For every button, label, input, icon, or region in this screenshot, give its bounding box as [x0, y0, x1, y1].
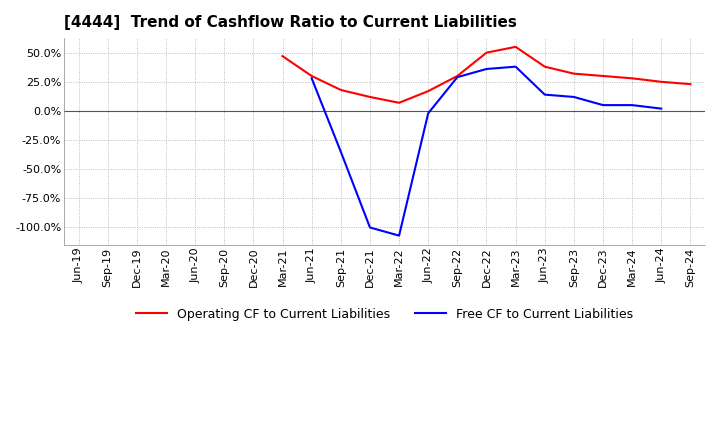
Free CF to Current Liabilities: [599, 103, 608, 108]
Operating CF to Current Liabilities: [511, 44, 520, 49]
Free CF to Current Liabilities: [307, 76, 316, 81]
Line: Free CF to Current Liabilities: Free CF to Current Liabilities: [312, 67, 661, 236]
Operating CF to Current Liabilities: [307, 73, 316, 79]
Operating CF to Current Liabilities: [599, 73, 608, 79]
Free CF to Current Liabilities: [511, 64, 520, 70]
Free CF to Current Liabilities: [628, 103, 636, 108]
Line: Operating CF to Current Liabilities: Operating CF to Current Liabilities: [282, 47, 690, 103]
Operating CF to Current Liabilities: [628, 76, 636, 81]
Free CF to Current Liabilities: [570, 94, 578, 99]
Free CF to Current Liabilities: [482, 66, 491, 72]
Operating CF to Current Liabilities: [482, 50, 491, 55]
Operating CF to Current Liabilities: [453, 73, 462, 79]
Operating CF to Current Liabilities: [278, 54, 287, 59]
Legend: Operating CF to Current Liabilities, Free CF to Current Liabilities: Operating CF to Current Liabilities, Fre…: [130, 303, 639, 326]
Free CF to Current Liabilities: [395, 233, 403, 238]
Free CF to Current Liabilities: [366, 225, 374, 230]
Operating CF to Current Liabilities: [570, 71, 578, 76]
Free CF to Current Liabilities: [424, 110, 433, 116]
Free CF to Current Liabilities: [541, 92, 549, 97]
Free CF to Current Liabilities: [657, 106, 665, 111]
Operating CF to Current Liabilities: [424, 88, 433, 94]
Operating CF to Current Liabilities: [657, 79, 665, 84]
Operating CF to Current Liabilities: [336, 87, 345, 92]
Operating CF to Current Liabilities: [366, 94, 374, 99]
Text: [4444]  Trend of Cashflow Ratio to Current Liabilities: [4444] Trend of Cashflow Ratio to Curren…: [64, 15, 517, 30]
Operating CF to Current Liabilities: [395, 100, 403, 106]
Free CF to Current Liabilities: [336, 149, 345, 154]
Operating CF to Current Liabilities: [686, 81, 695, 87]
Free CF to Current Liabilities: [453, 74, 462, 80]
Operating CF to Current Liabilities: [541, 64, 549, 70]
